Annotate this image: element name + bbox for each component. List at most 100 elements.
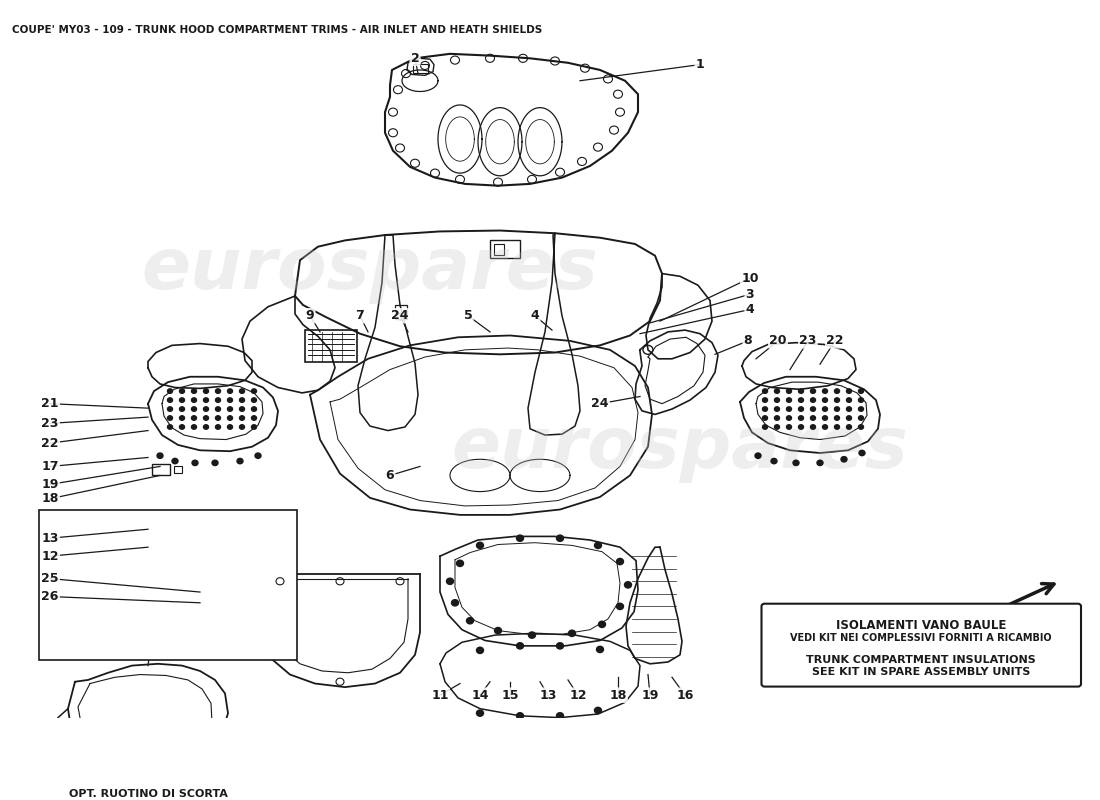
- Circle shape: [228, 398, 232, 402]
- Text: COUPE' MY03 - 109 - TRUNK HOOD COMPARTMENT TRIMS - AIR INLET AND HEATH SHIELDS: COUPE' MY03 - 109 - TRUNK HOOD COMPARTME…: [12, 25, 542, 35]
- Circle shape: [799, 416, 803, 420]
- Circle shape: [204, 389, 209, 394]
- Circle shape: [569, 630, 575, 637]
- Circle shape: [811, 398, 815, 402]
- Text: 6: 6: [386, 469, 394, 482]
- Circle shape: [228, 416, 232, 420]
- Circle shape: [774, 416, 780, 420]
- Circle shape: [858, 416, 864, 420]
- Circle shape: [240, 389, 244, 394]
- Text: 12: 12: [42, 550, 58, 562]
- Text: 4: 4: [746, 303, 755, 316]
- Circle shape: [252, 407, 256, 411]
- Circle shape: [847, 398, 851, 402]
- Circle shape: [835, 416, 839, 420]
- Circle shape: [858, 398, 864, 402]
- Text: 19: 19: [42, 478, 58, 491]
- Circle shape: [774, 398, 780, 402]
- Circle shape: [835, 407, 839, 411]
- Circle shape: [811, 407, 815, 411]
- Bar: [39, 510, 297, 660]
- Circle shape: [835, 389, 839, 394]
- Circle shape: [762, 398, 768, 402]
- Text: 12: 12: [570, 689, 586, 702]
- Circle shape: [616, 603, 624, 610]
- Text: 1: 1: [695, 58, 704, 71]
- Circle shape: [823, 398, 827, 402]
- Circle shape: [157, 453, 163, 458]
- Text: VEDI KIT NEI COMPLESSIVI FORNITI A RICAMBIO: VEDI KIT NEI COMPLESSIVI FORNITI A RICAM…: [791, 634, 1052, 643]
- Circle shape: [762, 425, 768, 430]
- Text: 18: 18: [42, 492, 58, 506]
- Circle shape: [835, 398, 839, 402]
- Bar: [152, 464, 170, 474]
- Circle shape: [755, 453, 761, 458]
- Circle shape: [216, 398, 220, 402]
- Circle shape: [167, 398, 173, 402]
- Circle shape: [774, 389, 780, 394]
- Circle shape: [811, 425, 815, 430]
- Text: 19: 19: [641, 689, 659, 702]
- Text: 22: 22: [826, 334, 844, 347]
- Circle shape: [179, 398, 185, 402]
- Circle shape: [594, 542, 602, 549]
- Bar: [412, 64, 428, 73]
- Circle shape: [167, 425, 173, 430]
- Text: 14: 14: [471, 689, 488, 702]
- Text: 25: 25: [42, 572, 58, 585]
- FancyBboxPatch shape: [761, 604, 1081, 686]
- Text: 20: 20: [769, 334, 786, 347]
- Circle shape: [179, 416, 185, 420]
- Circle shape: [228, 425, 232, 430]
- Circle shape: [179, 389, 185, 394]
- Text: SEE KIT IN SPARE ASSEMBLY UNITS: SEE KIT IN SPARE ASSEMBLY UNITS: [812, 667, 1031, 678]
- Bar: [174, 466, 182, 473]
- Circle shape: [204, 425, 209, 430]
- Text: 23: 23: [42, 417, 58, 430]
- Circle shape: [216, 407, 220, 411]
- Text: 18: 18: [609, 689, 627, 702]
- Circle shape: [252, 425, 256, 430]
- Circle shape: [204, 407, 209, 411]
- Circle shape: [823, 416, 827, 420]
- Text: 10: 10: [741, 271, 759, 285]
- Bar: [490, 241, 520, 258]
- Circle shape: [799, 407, 803, 411]
- Text: 3: 3: [746, 288, 755, 301]
- Circle shape: [762, 389, 768, 394]
- Circle shape: [447, 578, 453, 585]
- Circle shape: [191, 398, 197, 402]
- Text: 22: 22: [42, 437, 58, 450]
- Circle shape: [252, 389, 256, 394]
- Circle shape: [212, 460, 218, 466]
- Circle shape: [786, 416, 792, 420]
- Circle shape: [476, 542, 484, 549]
- Text: 16: 16: [676, 689, 694, 702]
- Circle shape: [762, 407, 768, 411]
- Text: 2: 2: [410, 52, 419, 65]
- Text: TRUNK COMPARTMENT INSULATIONS: TRUNK COMPARTMENT INSULATIONS: [806, 655, 1036, 665]
- Circle shape: [191, 407, 197, 411]
- Text: 23: 23: [800, 334, 816, 347]
- Text: 4: 4: [530, 310, 539, 322]
- Circle shape: [476, 647, 484, 654]
- Circle shape: [774, 425, 780, 430]
- Text: 21: 21: [42, 397, 58, 410]
- Circle shape: [847, 389, 851, 394]
- Text: 7: 7: [355, 310, 364, 322]
- Circle shape: [823, 425, 827, 430]
- Circle shape: [858, 425, 864, 430]
- Circle shape: [476, 710, 484, 716]
- Circle shape: [786, 425, 792, 430]
- Circle shape: [240, 398, 244, 402]
- Circle shape: [456, 560, 463, 566]
- Text: 13: 13: [42, 532, 58, 545]
- Circle shape: [192, 460, 198, 466]
- Circle shape: [799, 398, 803, 402]
- Circle shape: [786, 398, 792, 402]
- Circle shape: [842, 457, 847, 462]
- Text: 13: 13: [539, 689, 557, 702]
- Circle shape: [616, 558, 624, 565]
- Circle shape: [771, 458, 777, 464]
- Text: 11: 11: [431, 689, 449, 702]
